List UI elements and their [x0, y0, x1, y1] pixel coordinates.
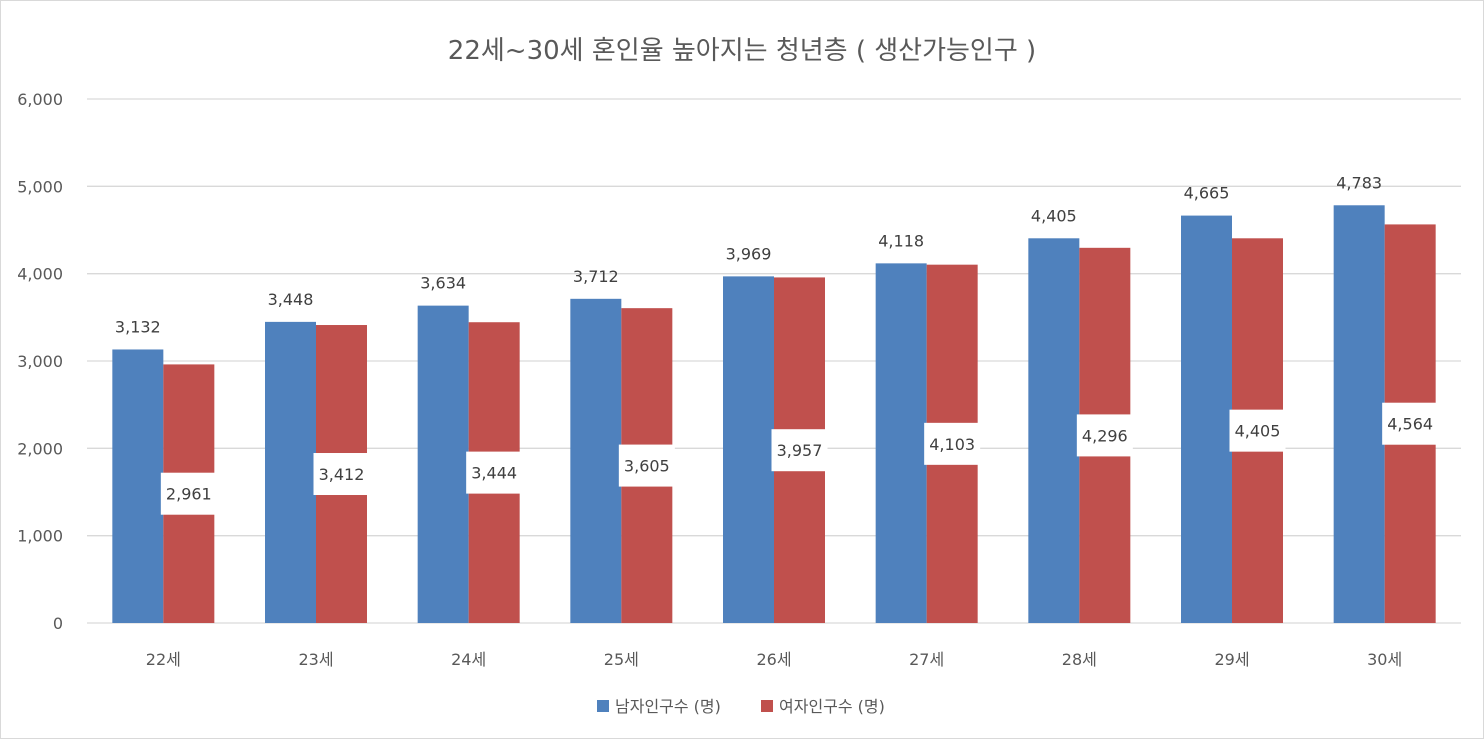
male-bar — [723, 276, 774, 623]
x-tick-label: 28세 — [1062, 650, 1097, 669]
x-tick-label: 23세 — [298, 650, 333, 669]
female-data-label: 3,605 — [624, 457, 670, 476]
x-tick-label: 29세 — [1214, 650, 1249, 669]
chart-title: 22세~30세 혼인율 높아지는 청년층 ( 생산가능인구 ) — [448, 36, 1036, 66]
male-bar — [418, 306, 469, 623]
y-tick-label: 2,000 — [17, 439, 63, 458]
male-data-label: 4,665 — [1184, 184, 1230, 203]
legend-swatch-male — [597, 700, 609, 712]
male-bar — [1334, 205, 1385, 623]
female-data-label: 3,444 — [471, 464, 517, 483]
female-data-label: 4,564 — [1387, 415, 1433, 434]
male-data-label: 3,712 — [573, 267, 619, 286]
x-tick-label: 24세 — [451, 650, 486, 669]
female-data-label: 4,103 — [929, 435, 975, 454]
legend: 남자인구수 (명) 여자인구수 (명) — [597, 697, 885, 716]
male-data-label: 4,783 — [1336, 173, 1382, 192]
male-data-label: 4,118 — [878, 231, 924, 250]
y-tick-label: 0 — [53, 614, 63, 633]
y-axis-ticks: 0 1,000 2,000 3,000 4,000 5,000 6,000 — [17, 90, 63, 633]
female-data-label: 3,957 — [777, 441, 823, 460]
legend-label-male: 남자인구수 (명) — [615, 697, 721, 716]
male-data-label: 3,969 — [726, 244, 772, 263]
x-axis-ticks: 22세 23세 24세 25세 26세 27세 28세 29세 30세 — [146, 650, 1402, 669]
x-tick-label: 30세 — [1367, 650, 1402, 669]
legend-swatch-female — [761, 700, 773, 712]
y-tick-label: 5,000 — [17, 177, 63, 196]
female-data-label: 4,405 — [1235, 422, 1281, 441]
male-bar — [112, 349, 163, 623]
x-tick-label: 22세 — [146, 650, 181, 669]
male-data-label: 4,405 — [1031, 206, 1077, 225]
y-tick-label: 3,000 — [17, 352, 63, 371]
y-tick-label: 1,000 — [17, 527, 63, 546]
female-data-label: 4,296 — [1082, 426, 1128, 445]
x-tick-label: 27세 — [909, 650, 944, 669]
male-bar — [570, 299, 621, 623]
male-data-label: 3,634 — [420, 274, 466, 293]
male-data-label: 3,132 — [115, 317, 161, 336]
male-bar — [1028, 238, 1079, 623]
y-tick-label: 4,000 — [17, 265, 63, 284]
male-bar — [876, 263, 927, 623]
female-data-label: 2,961 — [166, 485, 212, 504]
male-bar — [265, 322, 316, 623]
male-bar — [1181, 216, 1232, 623]
male-data-label: 3,448 — [268, 290, 314, 309]
female-data-label: 3,412 — [319, 465, 365, 484]
x-tick-label: 25세 — [604, 650, 639, 669]
y-tick-label: 6,000 — [17, 90, 63, 109]
x-tick-label: 26세 — [756, 650, 791, 669]
legend-label-female: 여자인구수 (명) — [779, 697, 885, 716]
